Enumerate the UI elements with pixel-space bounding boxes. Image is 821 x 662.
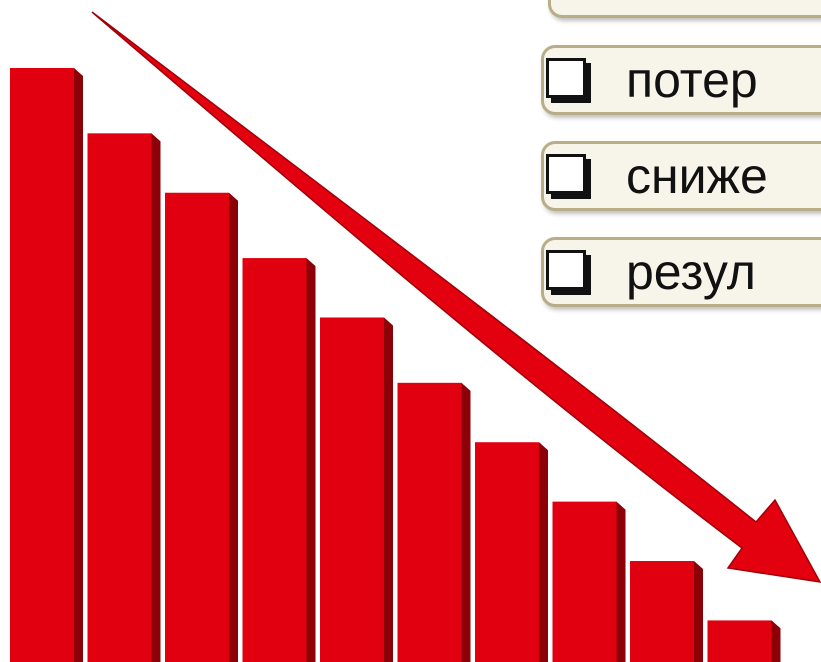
bullet-text-3: резул [626,244,756,300]
bar [397,382,462,662]
bar [10,68,74,662]
bar-side [539,442,548,662]
bar [552,501,617,662]
bullet-item-3: резул [541,237,821,307]
bar-side [74,68,83,662]
bar-group [10,68,781,662]
top-partial-box [548,0,821,18]
bar [320,317,384,662]
bullet-text-2: сниже [626,148,768,204]
bar-side [461,382,471,662]
bar-side [306,258,316,662]
checkbox-icon [546,154,586,194]
bullet-item-1: потер [541,45,821,115]
bullet-item-2: сниже [541,141,821,211]
bar [630,561,694,662]
bar-side [771,620,781,662]
bar [165,192,229,662]
bar-side [384,317,393,662]
bar-side [229,192,238,662]
bar-side [616,501,626,662]
checkbox-icon [546,250,586,290]
bar-side [151,133,161,662]
bar-side [694,561,703,662]
downward-arrow-icon [91,11,821,583]
bar [707,620,772,662]
checkbox-icon [546,58,586,98]
bar [475,442,539,662]
bar [242,258,307,662]
bar [87,133,152,662]
bullet-text-1: потер [626,52,758,108]
